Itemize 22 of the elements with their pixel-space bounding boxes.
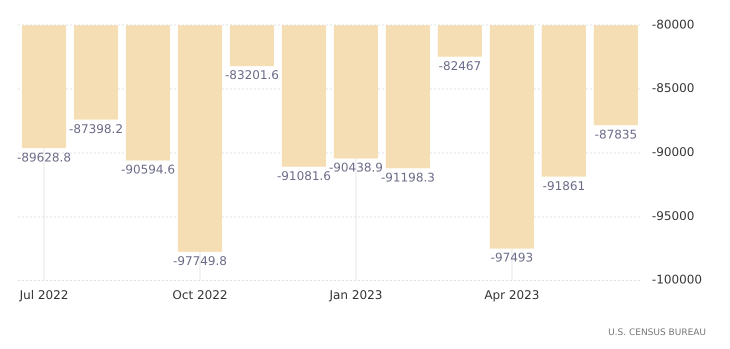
data-label: -91198.3 [380,170,435,184]
data-label: -87835 [594,127,638,142]
y-tick-label: -80000 [652,17,694,32]
x-tick-label: Jul 2022 [18,288,68,302]
data-label: -91861 [542,178,586,193]
y-tick-label: -85000 [652,81,694,96]
data-label: -82467 [438,58,482,73]
text: U.S. CENSUS BUREAU [608,328,706,338]
data-label: -89628.8 [17,150,71,164]
data-label: -97749.8 [172,254,227,268]
x-tick-label: Oct 2022 [172,288,228,302]
data-label: -90594.6 [120,162,175,177]
x-tick-label: Jan 2023 [328,288,382,302]
data-label: -83201.6 [224,68,279,82]
data-label: -97493 [490,250,534,265]
data-label: -91081.6 [276,168,331,183]
x-tick-label: Apr 2023 [484,288,540,302]
data-label: -90438.9 [328,160,383,175]
y-tick-label: -90000 [652,145,694,160]
y-tick-label: -95000 [652,208,694,223]
y-tick-label: -100000 [652,272,702,287]
data-label: -87398.2 [69,122,123,136]
